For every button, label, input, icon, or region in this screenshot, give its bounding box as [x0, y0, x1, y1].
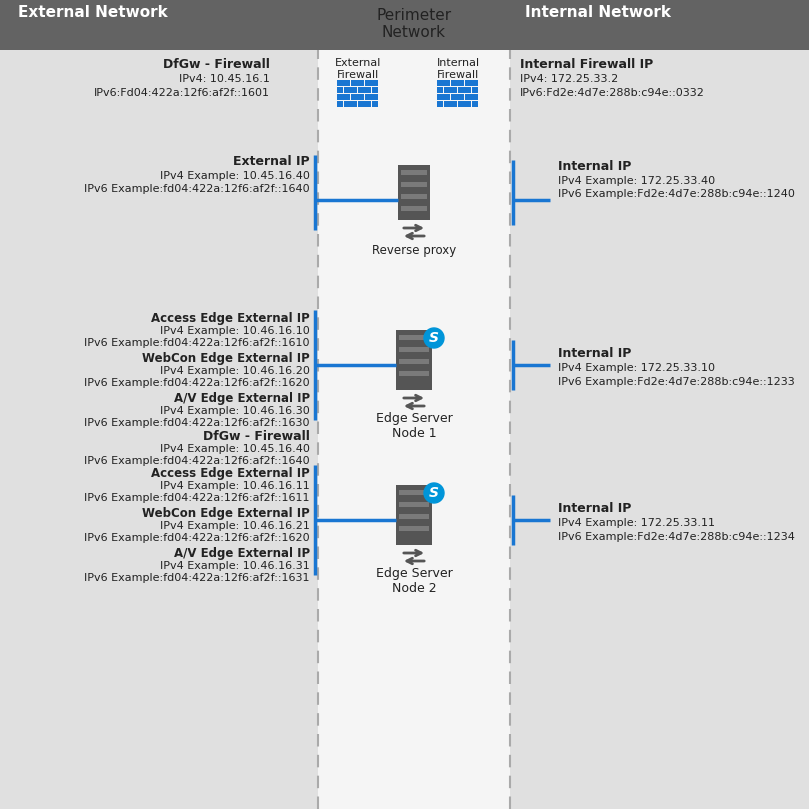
- Bar: [396, 330, 432, 390]
- Bar: [399, 359, 429, 364]
- Text: IPv6 Example:fd04:422a:12f6:af2f::1631: IPv6 Example:fd04:422a:12f6:af2f::1631: [84, 573, 310, 583]
- Circle shape: [424, 483, 444, 503]
- Text: WebCon Edge External IP: WebCon Edge External IP: [142, 507, 310, 520]
- Bar: [472, 101, 478, 107]
- Bar: [399, 347, 429, 352]
- Text: External IP: External IP: [233, 155, 310, 168]
- Bar: [399, 490, 429, 495]
- Text: External Network: External Network: [18, 5, 167, 19]
- Bar: [472, 87, 478, 93]
- Bar: [399, 514, 429, 519]
- Text: A/V Edge External IP: A/V Edge External IP: [174, 547, 310, 560]
- Text: IPv6 Example:fd04:422a:12f6:af2f::1620: IPv6 Example:fd04:422a:12f6:af2f::1620: [84, 378, 310, 388]
- Bar: [366, 94, 379, 100]
- Bar: [438, 94, 451, 100]
- Text: IPv6 Example:fd04:422a:12f6:af2f::1630: IPv6 Example:fd04:422a:12f6:af2f::1630: [84, 418, 310, 428]
- Text: IPv4 Example: 10.45.16.40: IPv4 Example: 10.45.16.40: [160, 171, 310, 181]
- Text: IPv4 Example: 172.25.33.11: IPv4 Example: 172.25.33.11: [558, 518, 715, 528]
- Text: IPv4: 172.25.33.2: IPv4: 172.25.33.2: [520, 74, 618, 84]
- Bar: [0, 0, 809, 50]
- Bar: [438, 101, 443, 107]
- Bar: [438, 87, 443, 93]
- Text: IPv6:Fd04:422a:12f6:af2f::1601: IPv6:Fd04:422a:12f6:af2f::1601: [94, 88, 270, 98]
- Text: Access Edge External IP: Access Edge External IP: [151, 312, 310, 325]
- Bar: [351, 80, 365, 86]
- Bar: [401, 170, 427, 175]
- Bar: [401, 206, 427, 211]
- Bar: [465, 80, 478, 86]
- Text: Internal Network: Internal Network: [525, 5, 671, 19]
- Text: A/V Edge External IP: A/V Edge External IP: [174, 392, 310, 405]
- Text: IPv4 Example: 172.25.33.10: IPv4 Example: 172.25.33.10: [558, 363, 715, 373]
- Text: Perimeter
Network: Perimeter Network: [376, 8, 451, 40]
- Text: IPv4: 10.45.16.1: IPv4: 10.45.16.1: [179, 74, 270, 84]
- Text: IPv6 Example:Fd2e:4d7e:288b:c94e::1240: IPv6 Example:Fd2e:4d7e:288b:c94e::1240: [558, 189, 795, 199]
- Bar: [351, 94, 365, 100]
- Bar: [318, 0, 510, 809]
- Bar: [372, 87, 379, 93]
- Bar: [366, 80, 379, 86]
- Text: IPv6 Example:fd04:422a:12f6:af2f::1640: IPv6 Example:fd04:422a:12f6:af2f::1640: [84, 456, 310, 466]
- Bar: [396, 485, 432, 545]
- Text: S: S: [429, 331, 439, 345]
- Bar: [372, 101, 379, 107]
- Text: Access Edge External IP: Access Edge External IP: [151, 467, 310, 480]
- Text: IPv4 Example: 10.46.16.11: IPv4 Example: 10.46.16.11: [160, 481, 310, 491]
- Text: DfGw - Firewall: DfGw - Firewall: [203, 430, 310, 443]
- Text: Edge Server
Node 1: Edge Server Node 1: [375, 412, 452, 440]
- Text: IPv4 Example: 10.46.16.21: IPv4 Example: 10.46.16.21: [160, 521, 310, 531]
- Bar: [398, 165, 430, 220]
- Bar: [399, 502, 429, 507]
- Text: Internal IP: Internal IP: [558, 160, 631, 173]
- Text: Internal
Firewall: Internal Firewall: [436, 58, 480, 79]
- Text: IPv4 Example: 10.46.16.20: IPv4 Example: 10.46.16.20: [160, 366, 310, 376]
- Text: IPv4 Example: 172.25.33.40: IPv4 Example: 172.25.33.40: [558, 176, 715, 186]
- Text: IPv6 Example:Fd2e:4d7e:288b:c94e::1234: IPv6 Example:Fd2e:4d7e:288b:c94e::1234: [558, 532, 795, 542]
- Text: Internal IP: Internal IP: [558, 347, 631, 360]
- Text: IPv6 Example:fd04:422a:12f6:af2f::1620: IPv6 Example:fd04:422a:12f6:af2f::1620: [84, 533, 310, 543]
- Bar: [451, 94, 464, 100]
- Text: WebCon Edge External IP: WebCon Edge External IP: [142, 352, 310, 365]
- Bar: [337, 101, 344, 107]
- Text: IPv6 Example:fd04:422a:12f6:af2f::1611: IPv6 Example:fd04:422a:12f6:af2f::1611: [84, 493, 310, 503]
- Text: IPv4 Example: 10.46.16.10: IPv4 Example: 10.46.16.10: [160, 326, 310, 336]
- Bar: [399, 335, 429, 340]
- Bar: [444, 101, 458, 107]
- Text: Internal IP: Internal IP: [558, 502, 631, 515]
- Text: DfGw - Firewall: DfGw - Firewall: [163, 58, 270, 71]
- Bar: [438, 80, 451, 86]
- Bar: [444, 87, 458, 93]
- Text: Edge Server
Node 2: Edge Server Node 2: [375, 567, 452, 595]
- Bar: [337, 94, 350, 100]
- Text: IPv6 Example:Fd2e:4d7e:288b:c94e::1233: IPv6 Example:Fd2e:4d7e:288b:c94e::1233: [558, 377, 794, 387]
- Text: S: S: [429, 486, 439, 500]
- Text: IPv4 Example: 10.45.16.40: IPv4 Example: 10.45.16.40: [160, 444, 310, 454]
- Bar: [459, 101, 472, 107]
- Text: IPv4 Example: 10.46.16.31: IPv4 Example: 10.46.16.31: [160, 561, 310, 571]
- Bar: [345, 101, 358, 107]
- Bar: [465, 94, 478, 100]
- Bar: [401, 194, 427, 199]
- Text: IPv6 Example:fd04:422a:12f6:af2f::1610: IPv6 Example:fd04:422a:12f6:af2f::1610: [84, 338, 310, 348]
- Bar: [358, 87, 371, 93]
- Text: Reverse proxy: Reverse proxy: [372, 244, 456, 257]
- Bar: [459, 87, 472, 93]
- Bar: [337, 80, 350, 86]
- Text: External
Firewall: External Firewall: [335, 58, 381, 79]
- Bar: [399, 371, 429, 376]
- Text: Internal Firewall IP: Internal Firewall IP: [520, 58, 653, 71]
- Text: IPv4 Example: 10.46.16.30: IPv4 Example: 10.46.16.30: [160, 406, 310, 416]
- Bar: [401, 182, 427, 187]
- Bar: [337, 87, 344, 93]
- Bar: [451, 80, 464, 86]
- Bar: [345, 87, 358, 93]
- Text: IPv6:Fd2e:4d7e:288b:c94e::0332: IPv6:Fd2e:4d7e:288b:c94e::0332: [520, 88, 705, 98]
- Text: IPv6 Example:fd04:422a:12f6:af2f::1640: IPv6 Example:fd04:422a:12f6:af2f::1640: [84, 184, 310, 194]
- Bar: [358, 101, 371, 107]
- Bar: [399, 526, 429, 531]
- Circle shape: [424, 328, 444, 348]
